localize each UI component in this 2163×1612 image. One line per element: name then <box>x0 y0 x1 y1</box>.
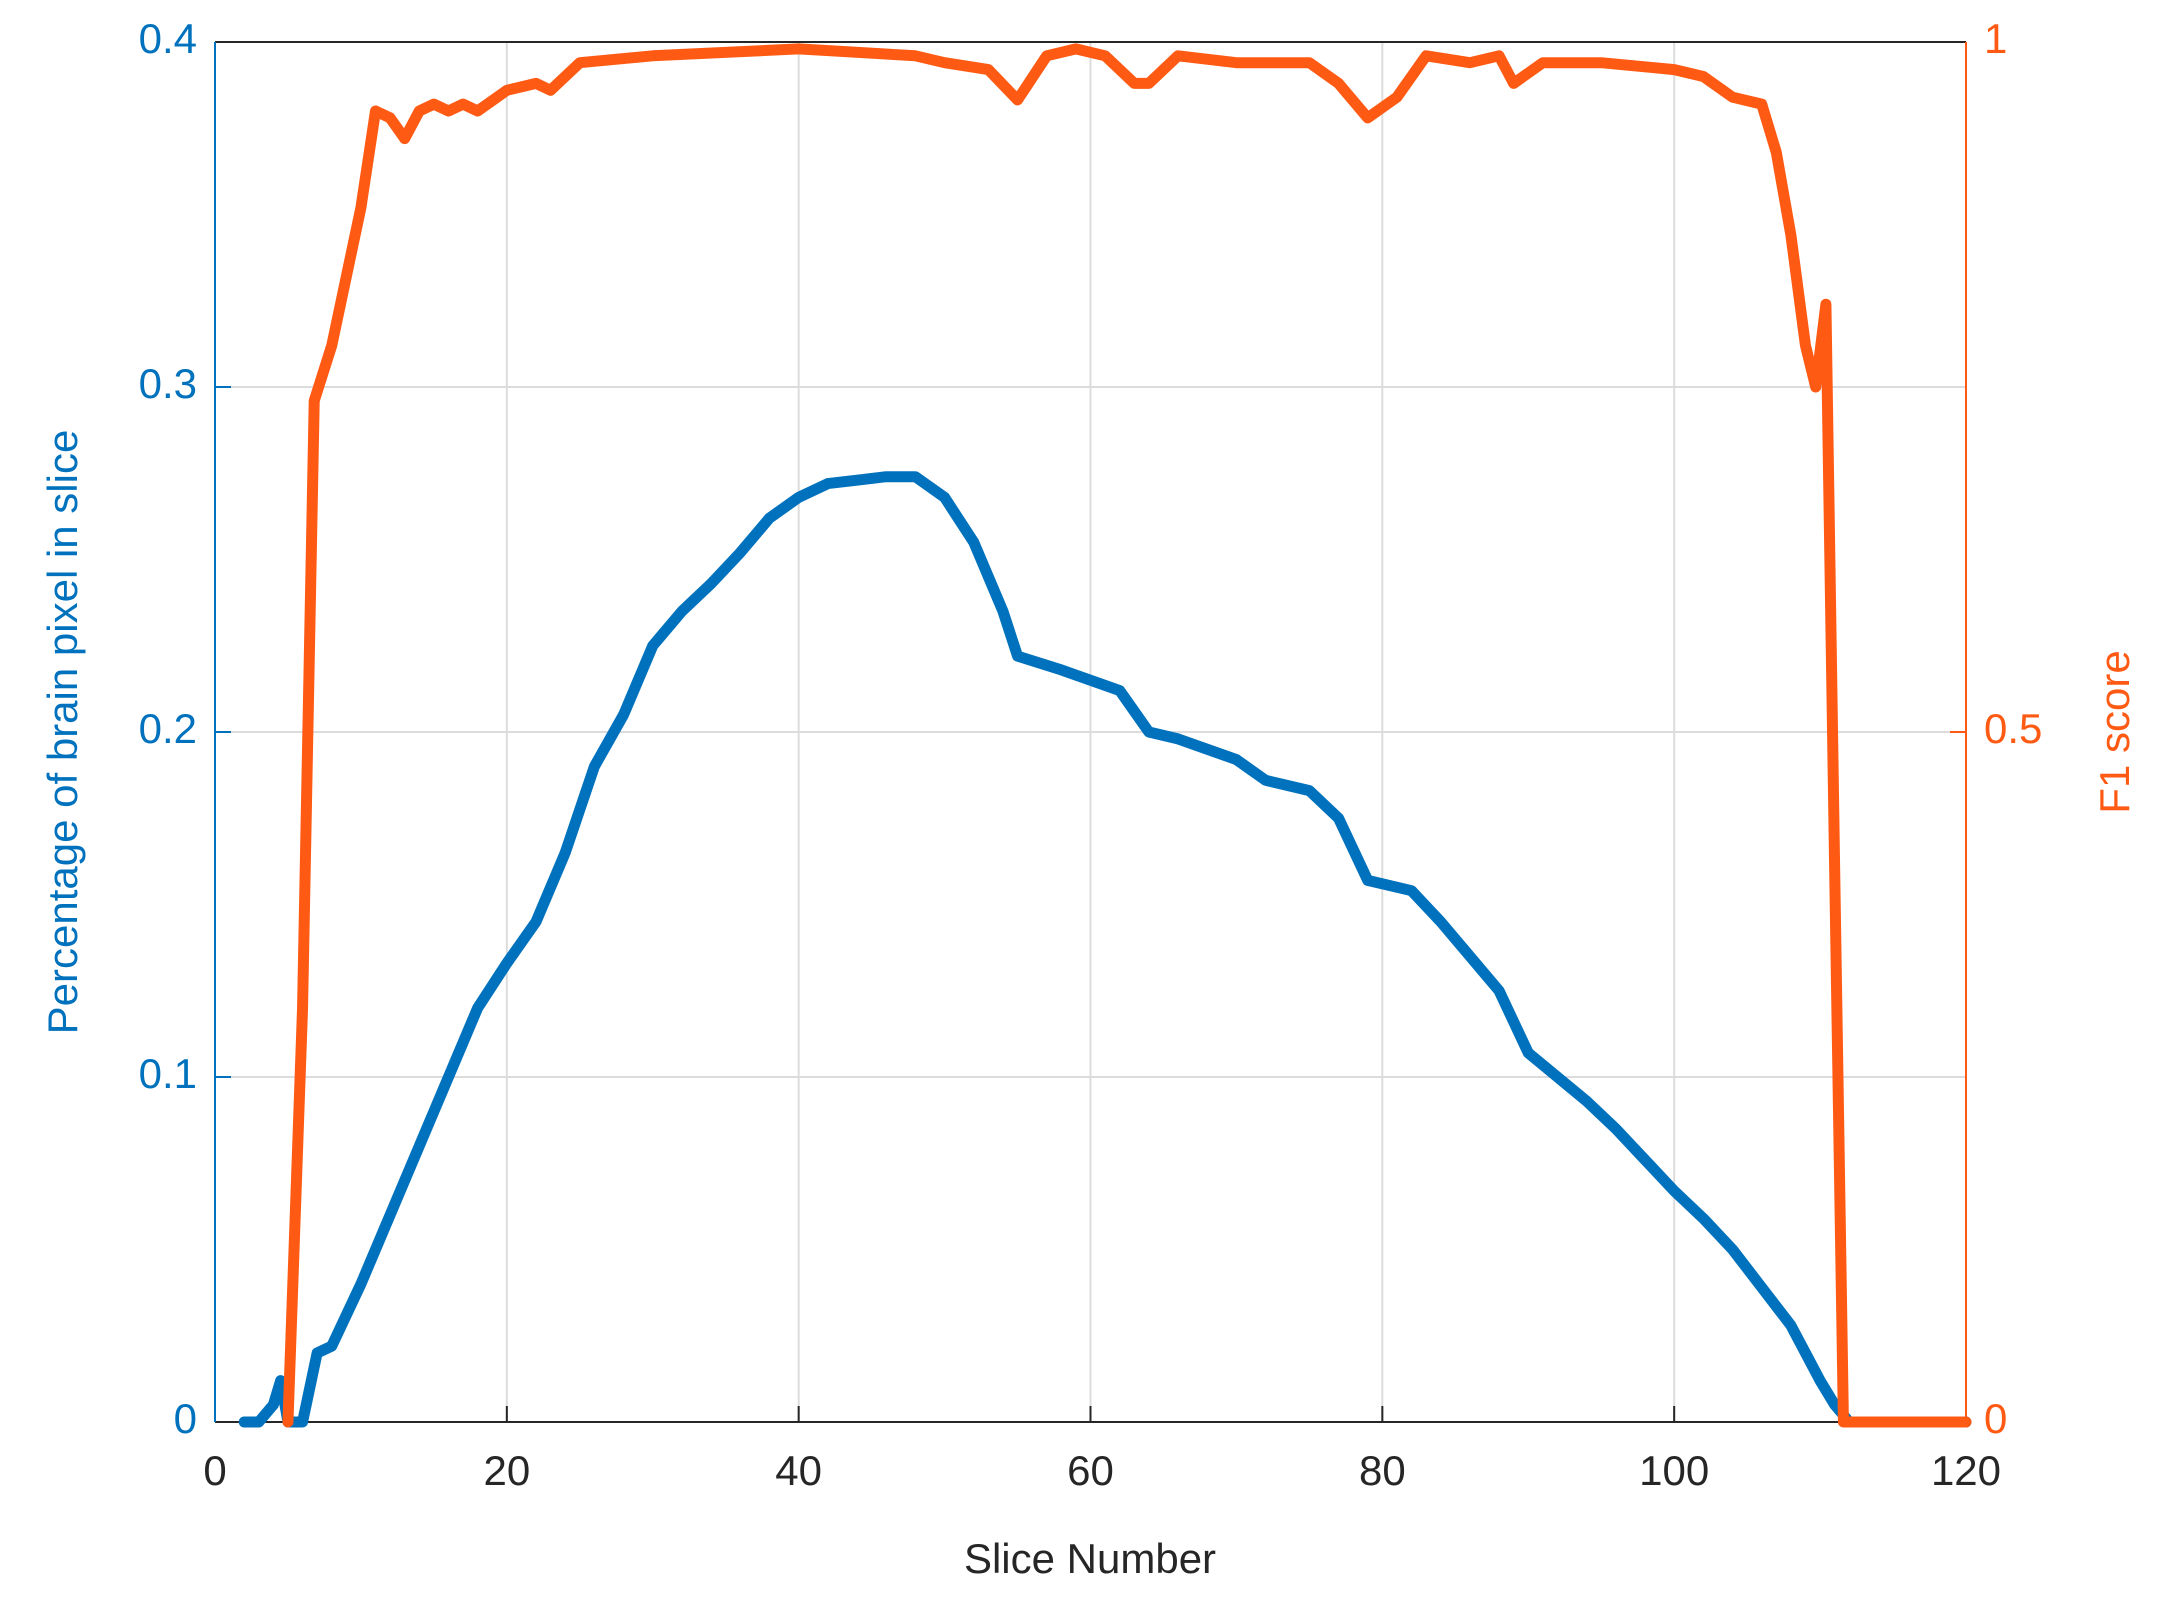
x-tick-label: 100 <box>1639 1447 1709 1494</box>
x-tick-label: 60 <box>1067 1447 1114 1494</box>
x-tick-label: 0 <box>203 1447 226 1494</box>
x-axis-label: Slice Number <box>964 1535 1216 1582</box>
y-tick-label: 0 <box>174 1395 197 1442</box>
y2-tick-label: 0.5 <box>1984 705 2042 752</box>
y-tick-label: 0.4 <box>139 15 197 62</box>
y-tick-label: 0.2 <box>139 705 197 752</box>
y-tick-label: 0.1 <box>139 1050 197 1097</box>
x-tick-label: 40 <box>775 1447 822 1494</box>
y2-tick-label: 1 <box>1984 15 2007 62</box>
x-tick-label: 20 <box>483 1447 530 1494</box>
y2-axis-label: F1 score <box>2091 650 2138 813</box>
series-line <box>282 43 1972 1428</box>
y2-tick-label: 0 <box>1984 1395 2007 1442</box>
x-tick-label: 80 <box>1359 1447 1406 1494</box>
y-tick-label: 0.3 <box>139 360 197 407</box>
series-line <box>238 471 1972 1428</box>
x-tick-label: 120 <box>1931 1447 2001 1494</box>
y-axis-label: Percentage of brain pixel in slice <box>39 430 86 1035</box>
